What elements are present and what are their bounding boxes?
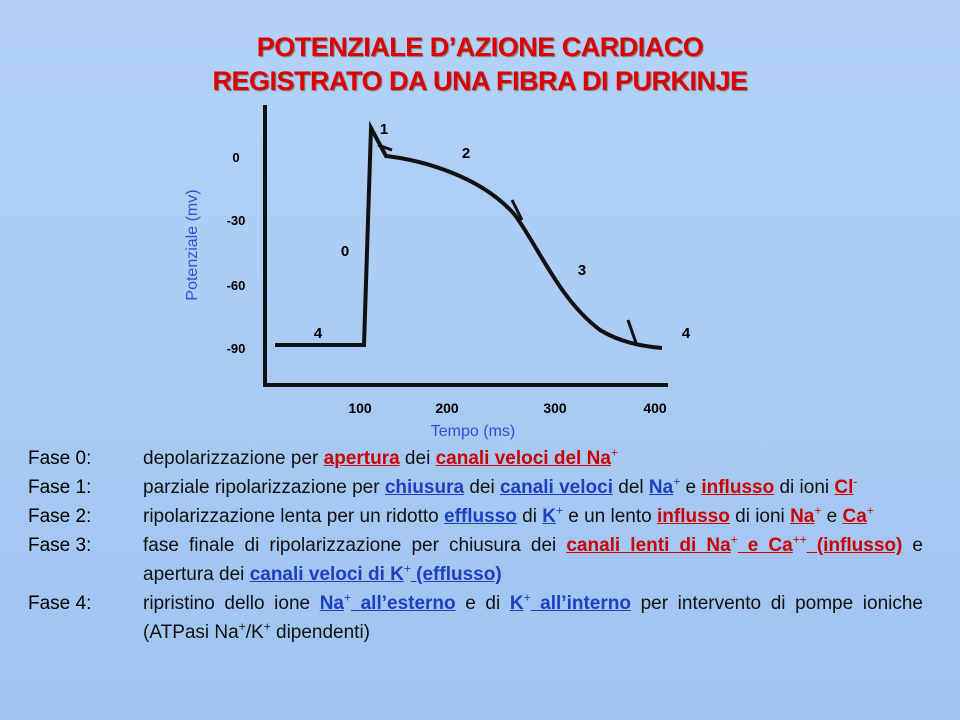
- phase-markers: [377, 143, 638, 344]
- superscript: +: [555, 503, 563, 518]
- text-segment: e di: [455, 593, 510, 614]
- text-segment: all’esterno: [351, 593, 456, 614]
- text-segment: (efflusso): [410, 564, 502, 585]
- phase-list: Fase 0: depolarizzazione per apertura dei…: [0, 444, 960, 647]
- y-tick: -30: [227, 213, 246, 228]
- text-segment: canali veloci di K: [249, 564, 404, 585]
- text-segment: efflusso: [444, 506, 517, 527]
- text-segment: canali veloci del Na: [435, 448, 611, 469]
- superscript: ++: [792, 532, 807, 547]
- phase-row: Fase 4: ripristino dello ione Na+ all’est…: [0, 589, 960, 647]
- title-line: POTENZIALE D’AZIONE CARDIACO: [256, 32, 704, 62]
- text-segment: e: [680, 477, 702, 498]
- x-tick: 300: [543, 400, 567, 416]
- text-segment: e: [821, 506, 843, 527]
- x-tick: 400: [643, 400, 667, 416]
- superscript: +: [673, 474, 681, 489]
- title: POTENZIALE D’AZIONE CARDIACO REGISTRATO …: [0, 30, 960, 98]
- text-segment: di: [516, 506, 543, 527]
- x-tick: 100: [348, 400, 372, 416]
- phase-text: depolarizzazione per apertura dei canali…: [143, 444, 923, 473]
- text-segment: parziale ripolarizzazione per: [143, 477, 385, 498]
- phase-row: Fase 0: depolarizzazione per apertura dei…: [0, 444, 960, 473]
- text-segment: e apertura dei: [143, 535, 923, 585]
- x-label: Tempo (ms): [431, 423, 515, 440]
- phase-text: ripolarizzazione lenta per un ridotto ef…: [143, 502, 923, 531]
- figure: Potenziale (mv) Tempo (ms) 0 -30 -60 -90…: [184, 105, 691, 440]
- phase-label: Fase 2:: [28, 506, 92, 527]
- text-segment: di ioni: [774, 477, 835, 498]
- phase-label: 3: [578, 262, 586, 279]
- phase-label: Fase 1:: [28, 477, 92, 498]
- x-ticks: 100 200 300 400: [348, 400, 667, 416]
- phase-label: 4: [682, 325, 691, 342]
- phase-label: Fase 0:: [28, 448, 92, 469]
- superscript: +: [523, 590, 531, 605]
- text-segment: all’interno: [530, 593, 631, 614]
- text-segment: fase finale di ripolarizzazione per chiu…: [143, 535, 567, 556]
- text-segment: Na: [790, 506, 815, 527]
- phase-text: fase finale di ripolarizzazione per chiu…: [143, 531, 923, 589]
- text-segment: ripolarizzazione lenta per un ridotto: [143, 506, 445, 527]
- text-segment: Na: [319, 593, 344, 614]
- phase-row: Fase 1: parziale ripolarizzazione per chi…: [0, 473, 960, 502]
- text-segment: dipendenti): [270, 622, 371, 643]
- phase-label: Fase 4:: [28, 593, 92, 614]
- phase-row: Fase 3: fase finale di ripolarizzazione p…: [0, 531, 960, 589]
- text-segment: dei: [464, 477, 500, 498]
- text-segment: K: [542, 506, 556, 527]
- y-tick: -60: [227, 278, 246, 293]
- text-segment: Cl: [834, 477, 854, 498]
- action-potential-curve: [275, 120, 663, 350]
- text-segment: (influsso): [806, 535, 903, 556]
- y-ticks: 0 -30 -60 -90: [227, 150, 246, 356]
- phase-label: 0: [341, 243, 349, 260]
- text-segment: canali veloci: [499, 477, 613, 498]
- text-segment: influsso: [657, 506, 730, 527]
- text-segment: depolarizzazione per: [143, 448, 324, 469]
- text-segment: per intervento di pompe ioniche (ATPasi …: [143, 593, 924, 643]
- phase-label: Fase 3:: [28, 535, 92, 556]
- text-segment: ripristino dello ione: [143, 593, 320, 614]
- superscript: +: [263, 619, 271, 634]
- superscript: +: [610, 445, 618, 460]
- phase-text: ripristino dello ione Na+ all’esterno e …: [143, 589, 923, 647]
- phase-label: 1: [380, 121, 388, 138]
- text-segment: dei: [399, 448, 436, 469]
- superscript: +: [730, 532, 738, 547]
- superscript: -: [853, 474, 858, 489]
- superscript: +: [403, 561, 411, 576]
- y-label: Potenziale (mv): [184, 189, 201, 300]
- text-segment: /K: [245, 622, 264, 643]
- superscript: +: [343, 590, 351, 605]
- text-segment: di ioni: [729, 506, 791, 527]
- phase-row: Fase 2: ripolarizzazione lenta per un rid…: [0, 502, 960, 531]
- superscript: +: [866, 503, 874, 518]
- text-segment: e un lento: [562, 506, 658, 527]
- superscript: +: [238, 619, 246, 634]
- text-segment: Na: [648, 477, 674, 498]
- phase-labels: 1 2 0 3 4 4: [314, 121, 691, 342]
- text-segment: apertura: [323, 448, 400, 469]
- text-segment: Ca: [842, 506, 867, 527]
- text-segment: K: [509, 593, 524, 614]
- text-segment: influsso: [701, 477, 775, 498]
- y-tick: 0: [232, 150, 239, 165]
- phase-label: 2: [462, 145, 470, 162]
- phase-label: 4: [314, 325, 323, 342]
- text-segment: chiusura: [384, 477, 465, 498]
- text-segment: del: [612, 477, 649, 498]
- superscript: +: [814, 503, 822, 518]
- text-segment: e Ca: [737, 535, 793, 556]
- title-line: REGISTRATO DA UNA FIBRA DI PURKINJE: [212, 66, 748, 96]
- y-tick: -90: [227, 341, 246, 356]
- phase-text: parziale ripolarizzazione per chiusura d…: [143, 473, 923, 502]
- x-tick: 200: [435, 400, 459, 416]
- text-segment: canali lenti di Na: [566, 535, 731, 556]
